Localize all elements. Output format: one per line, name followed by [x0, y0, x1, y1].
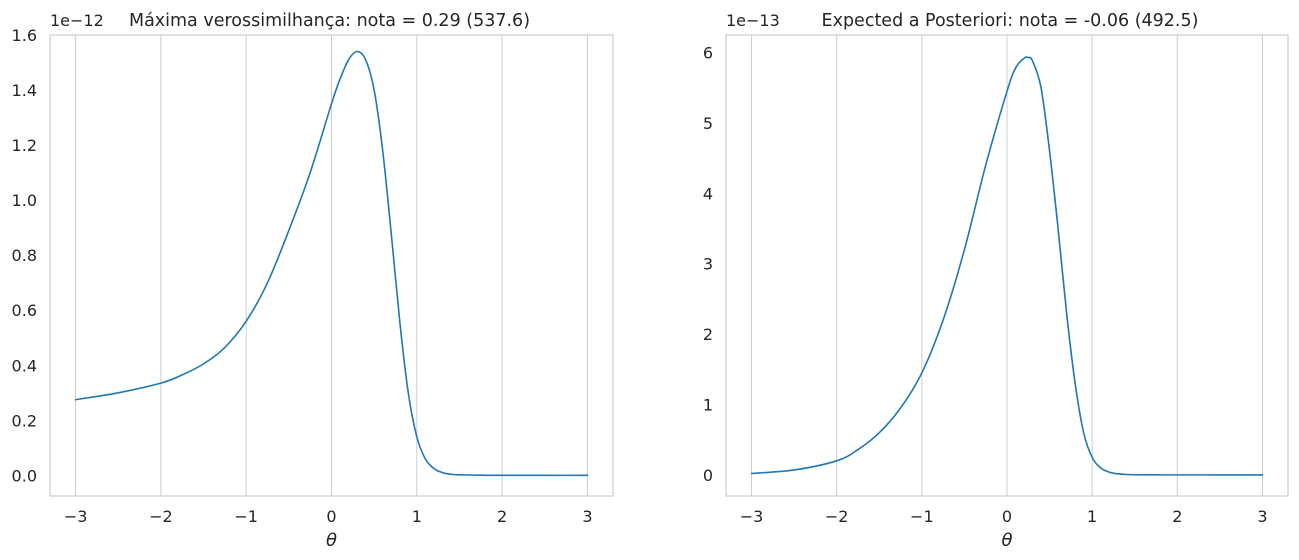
y-tick-label: 6 [703, 44, 713, 63]
chart-title: Máxima verossimilhança: nota = 0.29 (537… [129, 11, 530, 31]
y-tick-label: 3 [703, 255, 713, 274]
y-tick-label: 0.0 [12, 466, 37, 485]
y-tick-label: 1.0 [12, 191, 37, 210]
x-tick-label: −3 [740, 507, 764, 526]
x-tick-label: −1 [910, 507, 934, 526]
x-tick-label: 1 [1087, 507, 1097, 526]
y-tick-label: 1.4 [12, 81, 37, 100]
x-tick-label: 2 [497, 507, 507, 526]
y-tick-label: 1.6 [12, 26, 37, 45]
x-tick-label: −3 [64, 507, 88, 526]
eap-posterior-chart: −3 −2 −1 0 1 2 3 0 1 2 3 4 5 6 1e−13 Expected a Posteri… [703, 11, 1289, 551]
axes-frame [49, 34, 614, 497]
x-tick-label: −1 [234, 507, 258, 526]
x-tick-label: 3 [1257, 507, 1267, 526]
mle-likelihood-chart: −3 −2 −1 0 1 2 3 0.0 0.2 0.4 0.6 0.8 1.0 1.2 1.4 1.6 1e−… [12, 11, 614, 551]
x-tick-label: 2 [1172, 507, 1182, 526]
chart-title: Expected a Posteriori: nota = -0.06 (492… [822, 11, 1199, 31]
x-tick-label: 1 [412, 507, 422, 526]
axes-frame [725, 34, 1289, 497]
y-tick-label: 1.2 [12, 136, 37, 155]
x-tick-label: 0 [1002, 507, 1012, 526]
y-tick-label: 0.6 [12, 301, 37, 320]
y-offset-label: 1e−13 [726, 11, 780, 30]
x-tick-label: −2 [149, 507, 173, 526]
series-line [74, 50, 589, 477]
y-tick-label: 0 [703, 466, 713, 485]
y-tick-label: 5 [703, 114, 713, 133]
y-tick-label: 4 [703, 184, 713, 203]
series-line [750, 56, 1264, 476]
x-tick-label: 3 [582, 507, 592, 526]
x-tick-label: 0 [326, 507, 336, 526]
x-axis-label: θ [1001, 530, 1012, 551]
y-tick-label: 1 [703, 396, 713, 415]
x-axis-label: θ [326, 530, 337, 551]
x-tick-label: −2 [825, 507, 849, 526]
y-tick-label: 0.4 [12, 356, 37, 375]
y-offset-label: 1e−12 [50, 11, 104, 30]
y-tick-label: 2 [703, 325, 713, 344]
y-tick-label: 0.2 [12, 411, 37, 430]
y-tick-label: 0.8 [12, 246, 37, 265]
